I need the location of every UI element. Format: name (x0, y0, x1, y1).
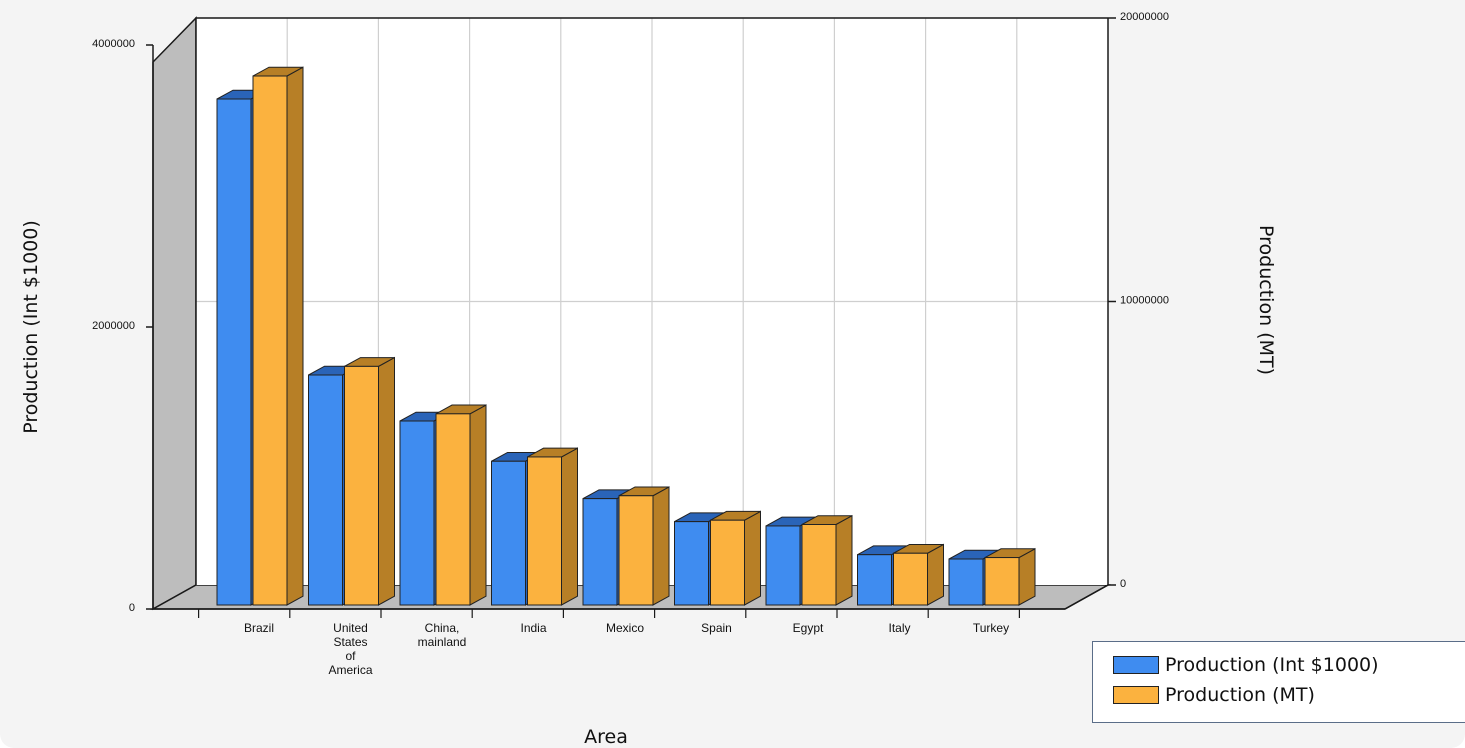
floor-right-edge (1064, 584, 1109, 610)
x-tick-label: Brazil (244, 621, 274, 635)
y-axis-title: Production (Int $1000) (20, 220, 42, 434)
x-tick-label: India (520, 621, 546, 635)
right-tick-label: 10000000 (1120, 295, 1169, 307)
bar-mt (618, 495, 654, 606)
bar-mt-side (286, 66, 304, 606)
bar-mt-side (378, 356, 395, 606)
x-tick-label: Mexico (606, 621, 644, 635)
bar-int (857, 554, 892, 606)
bar-mt (527, 456, 562, 606)
bar-mt (984, 557, 1020, 606)
bar-mt (344, 365, 379, 606)
right-tick-label: 20000000 (1120, 11, 1169, 23)
bar-mt (435, 413, 471, 606)
bar-int (308, 374, 343, 606)
bar-int (491, 460, 526, 606)
side-wall (152, 16, 197, 611)
bar-mt-side (744, 510, 761, 606)
bar-mt-side (469, 404, 487, 606)
x-tick-label: China, mainland (418, 621, 467, 649)
bar-mt-side (652, 486, 670, 606)
bar-mt-side (927, 543, 944, 606)
bar-mt (252, 75, 288, 606)
left-tick-label: 0 (129, 602, 135, 614)
x-tick-label: United States of America (328, 621, 372, 677)
bar-int (582, 498, 618, 606)
legend-item-int: Production (Int $1000) (1113, 652, 1379, 678)
x-axis-title: Area (584, 726, 628, 748)
bar-mt-side (835, 514, 853, 606)
left-tick-label: 4000000 (92, 38, 135, 50)
bar-mt-side (561, 447, 578, 606)
legend-label-int: Production (Int $1000) (1165, 654, 1379, 676)
bar-int (399, 420, 435, 606)
bar-int (765, 525, 801, 606)
legend-item-mt: Production (MT) (1113, 682, 1315, 708)
legend-label-mt: Production (MT) (1165, 684, 1315, 706)
legend-swatch-mt (1113, 686, 1159, 704)
y2-axis-title: Production (MT) (1255, 225, 1277, 375)
x-tick-label: Egypt (793, 621, 824, 635)
bar-int (674, 521, 709, 606)
bar-mt-side (1018, 547, 1036, 606)
bar-mt (893, 552, 928, 606)
bar-int (216, 98, 252, 606)
legend-swatch-int (1113, 656, 1159, 674)
left-tick-label: 2000000 (92, 320, 135, 332)
right-tick-label: 0 (1120, 578, 1126, 590)
legend: Production (Int $1000) Production (MT) (1092, 641, 1465, 723)
x-tick-label: Italy (888, 621, 910, 635)
x-tick-label: Turkey (973, 621, 1009, 635)
x-tick-label: Spain (701, 621, 732, 635)
bar-int (948, 558, 984, 606)
back-wall-edge (195, 17, 1108, 585)
bar-mt (801, 524, 837, 606)
bar-mt (710, 519, 745, 606)
